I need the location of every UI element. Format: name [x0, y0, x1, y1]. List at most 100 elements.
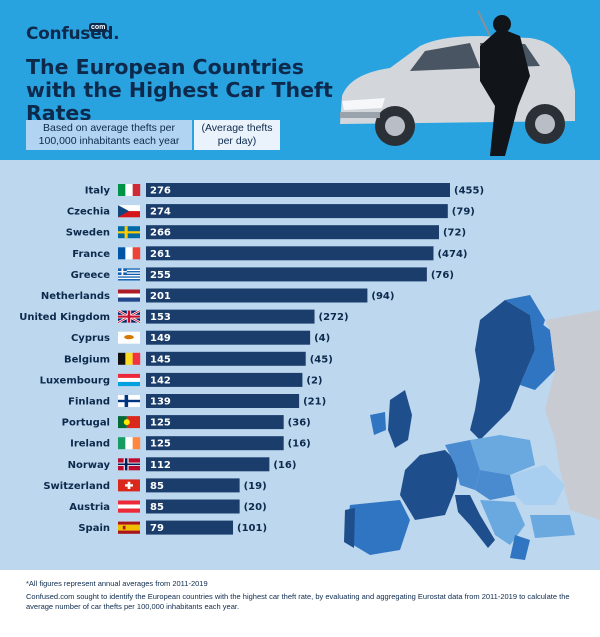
bar: [146, 415, 284, 430]
bar-row-sweden: Sweden 266 (72): [66, 225, 466, 240]
country-label: France: [72, 249, 110, 260]
country-label: Norway: [68, 460, 111, 471]
bar-row-france: France 261 (474): [72, 246, 467, 261]
subtitle-secondary: (Average thefts per day): [194, 120, 280, 150]
finland-flag-icon: [118, 395, 140, 407]
france-flag-icon: [118, 247, 141, 260]
bar-value-label: 149: [150, 333, 171, 344]
bar-row-greece: Greece 255 (76): [71, 267, 454, 282]
methodology-note: Confused.com sought to identify the Euro…: [26, 592, 570, 611]
country-label: Portugal: [62, 418, 110, 429]
bar-row-spain: Spain 79 (101): [78, 520, 267, 535]
bar-value-label: 261: [150, 249, 171, 260]
bar: [146, 457, 270, 472]
thefts-per-day-label: (72): [443, 228, 466, 239]
bar: [146, 246, 434, 261]
thefts-per-day-label: (16): [273, 460, 296, 471]
country-label: Czechia: [67, 207, 110, 218]
bar: [146, 330, 311, 345]
belgium-flag-icon: [118, 352, 141, 365]
country-label: Austria: [69, 502, 110, 513]
brand-suffix: com: [89, 23, 108, 32]
czechia-flag-icon: [118, 205, 140, 218]
bar-value-label: 79: [150, 523, 164, 534]
thefts-per-day-label: (4): [314, 333, 330, 344]
country-label: Italy: [85, 186, 111, 197]
thefts-per-day-label: (20): [244, 502, 267, 513]
bar: [146, 372, 303, 387]
luxembourg-flag-icon: [118, 373, 140, 387]
page-title: The European Countries with the Highest …: [26, 55, 333, 125]
country-label: Spain: [78, 523, 110, 534]
bar: [146, 267, 427, 282]
thefts-per-day-label: (36): [288, 418, 311, 429]
portugal-flag-icon: [118, 416, 140, 429]
italy-flag-icon: [118, 184, 141, 196]
austria-flag-icon: [118, 500, 140, 513]
country-label: Ireland: [70, 439, 110, 450]
thefts-per-day-label: (45): [310, 354, 333, 365]
thefts-per-day-label: (2): [306, 375, 322, 386]
country-label: Cyprus: [71, 333, 110, 344]
norway-flag-icon: [118, 458, 140, 471]
thefts-per-day-label: (79): [452, 207, 475, 218]
bar: [146, 204, 448, 219]
country-label: Sweden: [66, 228, 110, 239]
country-label: Switzerland: [43, 481, 110, 492]
country-label: Finland: [68, 397, 110, 408]
bar-value-label: 85: [150, 502, 164, 513]
bar: [146, 394, 300, 408]
subtitle-primary: Based on average thefts per 100,000 inha…: [26, 120, 192, 150]
bar-value-label: 145: [150, 354, 171, 365]
country-label: Belgium: [64, 354, 110, 365]
united-kingdom-flag-icon: [117, 309, 141, 324]
bar-row-norway: Norway 112 (16): [68, 457, 296, 472]
thefts-per-day-label: (16): [288, 439, 311, 450]
car-thief-illustration: [340, 10, 575, 156]
switzerland-flag-icon: [118, 479, 140, 492]
bar: [146, 478, 240, 493]
bar-value-label: 274: [150, 207, 171, 218]
country-label: United Kingdom: [19, 312, 110, 323]
bar: [146, 288, 368, 303]
bar-row-netherlands: Netherlands 201 (94): [41, 288, 394, 303]
bar: [146, 183, 450, 197]
bar-value-label: 255: [150, 270, 171, 281]
greece-flag-icon: [118, 268, 140, 281]
thefts-per-day-label: (21): [303, 397, 326, 408]
sweden-flag-icon: [118, 226, 140, 239]
bar: [146, 499, 240, 514]
country-label: Netherlands: [41, 291, 110, 302]
bar-row-luxembourg: Luxembourg 142 (2): [40, 372, 323, 387]
bar-value-label: 276: [150, 186, 171, 197]
europe-map-illustration: [344, 295, 600, 560]
bar-value-label: 125: [150, 439, 171, 450]
bar-row-portugal: Portugal 125 (36): [62, 415, 311, 430]
bar-row-belgium: Belgium 145 (45): [64, 351, 333, 366]
bar-value-label: 201: [150, 291, 171, 302]
bar-row-switzerland: Switzerland 85 (19): [43, 478, 267, 493]
bar: [146, 309, 315, 324]
spain-flag-icon: [118, 521, 140, 534]
bar-value-label: 266: [150, 228, 171, 239]
cyprus-flag-icon: [118, 331, 140, 344]
bar-row-cyprus: Cyprus 149 (4): [71, 330, 330, 345]
bar-value-label: 112: [150, 460, 171, 471]
bar: [146, 436, 284, 451]
thefts-per-day-label: (272): [319, 312, 349, 323]
country-label: Luxembourg: [40, 375, 110, 386]
thefts-per-day-label: (455): [454, 186, 484, 197]
thefts-per-day-label: (94): [371, 291, 394, 302]
bar-row-finland: Finland 139 (21): [68, 394, 326, 408]
country-label: Greece: [71, 270, 111, 281]
bar-value-label: 139: [150, 397, 171, 408]
bar-value-label: 85: [150, 481, 164, 492]
bar-row-czechia: Czechia 274 (79): [67, 204, 475, 219]
bar-row-italy: Italy 276 (455): [85, 183, 484, 197]
thefts-per-day-label: (474): [437, 249, 467, 260]
ireland-flag-icon: [118, 437, 141, 450]
bar-row-united-kingdom: United Kingdom 153 (272): [19, 309, 349, 324]
bar-value-label: 125: [150, 418, 171, 429]
bar-row-austria: Austria 85 (20): [69, 499, 267, 514]
thefts-per-day-label: (76): [431, 270, 454, 281]
